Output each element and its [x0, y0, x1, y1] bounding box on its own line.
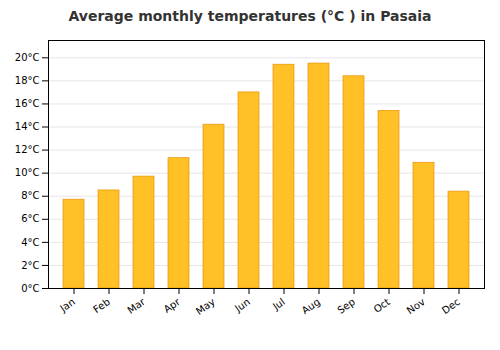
svg-text:20°C: 20°C [15, 52, 40, 63]
svg-text:Feb: Feb [91, 296, 112, 315]
svg-text:Nov: Nov [405, 296, 427, 316]
svg-text:16°C: 16°C [15, 98, 40, 109]
svg-text:Jun: Jun [232, 296, 252, 315]
svg-text:18°C: 18°C [15, 75, 40, 86]
svg-text:Aug: Aug [300, 296, 322, 316]
html-text:Average monthly temperatures (: Average monthly temperatures (°C ) in Pa… [68, 8, 432, 24]
svg-text:Dec: Dec [440, 296, 462, 316]
svg-text:Jul: Jul [270, 296, 287, 313]
svg-text:Mar: Mar [125, 296, 147, 316]
svg-text:Sep: Sep [335, 296, 357, 316]
svg-text:14°C: 14°C [15, 121, 40, 132]
svg-text:Oct: Oct [372, 296, 393, 315]
svg-text:12°C: 12°C [15, 144, 40, 155]
svg-text:May: May [194, 296, 217, 317]
svg-text:10°C: 10°C [15, 167, 40, 178]
svg-text:Jan: Jan [57, 296, 77, 314]
svg-text:Apr: Apr [161, 296, 182, 315]
svg-text:8°C: 8°C [21, 190, 39, 201]
svg-text:0°C: 0°C [21, 283, 39, 294]
svg-text:4°C: 4°C [21, 237, 39, 248]
svg-text:6°C: 6°C [21, 213, 39, 224]
svg-text:2°C: 2°C [21, 260, 39, 271]
